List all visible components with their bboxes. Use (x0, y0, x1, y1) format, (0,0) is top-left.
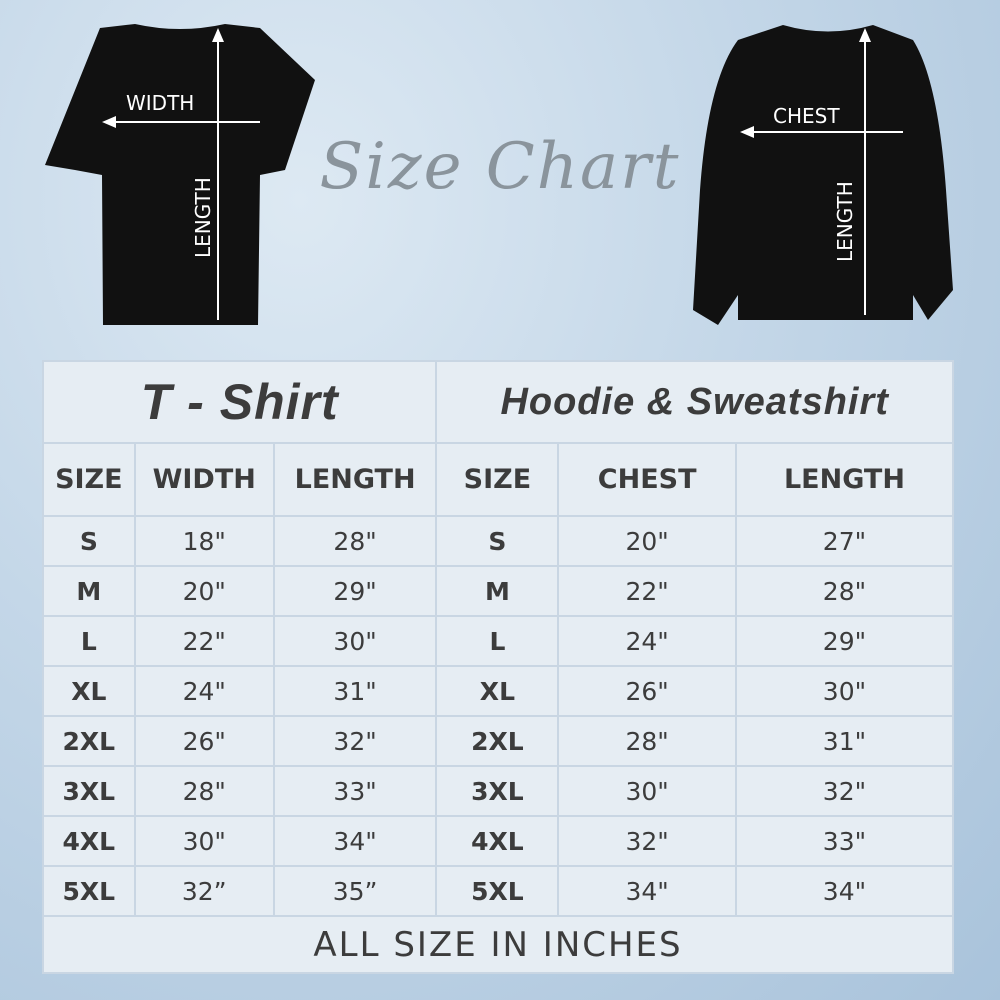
table-row: 4XL 30" 34" 4XL 32" 33" (44, 817, 952, 865)
value-cell: 34" (274, 817, 436, 865)
tshirt-title: T - Shirt (44, 362, 436, 442)
size-cell: XL (44, 667, 134, 715)
value-cell: 35” (274, 867, 436, 915)
value-cell: 20" (135, 567, 273, 615)
size-cell: M (437, 567, 558, 615)
value-cell: 33" (274, 767, 436, 815)
chest-label: CHEST (773, 104, 840, 128)
hoodie-title: Hoodie & Sweatshirt (437, 362, 952, 442)
value-cell: 28" (736, 567, 952, 615)
value-cell: 26" (559, 667, 735, 715)
value-cell: 24" (559, 617, 735, 665)
value-cell: 22" (559, 567, 735, 615)
width-label: WIDTH (126, 91, 194, 115)
length-label: LENGTH (833, 181, 857, 262)
value-cell: 32" (736, 767, 952, 815)
value-cell: 30" (135, 817, 273, 865)
value-cell: 30" (736, 667, 952, 715)
table-row: L 22" 30" L 24" 29" (44, 617, 952, 665)
size-cell: 5XL (437, 867, 558, 915)
value-cell: 28" (135, 767, 273, 815)
header-cell: LENGTH (736, 444, 952, 515)
value-cell: 32” (135, 867, 273, 915)
value-cell: 34" (559, 867, 735, 915)
size-cell: XL (437, 667, 558, 715)
table-row: 2XL 26" 32" 2XL 28" 31" (44, 717, 952, 765)
size-cell: 3XL (44, 767, 134, 815)
value-cell: 18" (135, 517, 273, 565)
size-cell: 2XL (437, 717, 558, 765)
column-headers: SIZE WIDTH LENGTH SIZE CHEST LENGTH (44, 444, 952, 515)
size-cell: M (44, 567, 134, 615)
value-cell: 30" (274, 617, 436, 665)
table-row: 3XL 28" 33" 3XL 30" 32" (44, 767, 952, 815)
size-cell: 2XL (44, 717, 134, 765)
size-cell: 4XL (44, 817, 134, 865)
value-cell: 31" (274, 667, 436, 715)
value-cell: 30" (559, 767, 735, 815)
length-label: LENGTH (191, 177, 215, 258)
value-cell: 33" (736, 817, 952, 865)
footer-note: ALL SIZE IN INCHES (44, 917, 952, 972)
size-cell: 5XL (44, 867, 134, 915)
value-cell: 20" (559, 517, 735, 565)
size-cell: L (44, 617, 134, 665)
header-cell: WIDTH (135, 444, 273, 515)
value-cell: 31" (736, 717, 952, 765)
value-cell: 28" (274, 517, 436, 565)
header-cell: SIZE (44, 444, 134, 515)
size-cell: S (437, 517, 558, 565)
value-cell: 26" (135, 717, 273, 765)
size-table: T - Shirt Hoodie & Sweatshirt SIZE WIDTH… (42, 360, 954, 974)
value-cell: 22" (135, 617, 273, 665)
header-cell: LENGTH (274, 444, 436, 515)
value-cell: 28" (559, 717, 735, 765)
size-cell: L (437, 617, 558, 665)
value-cell: 32" (274, 717, 436, 765)
header-cell: SIZE (437, 444, 558, 515)
tshirt-image: WIDTH LENGTH (45, 24, 315, 325)
header-cell: CHEST (559, 444, 735, 515)
size-cell: 3XL (437, 767, 558, 815)
size-chart-title: Size Chart (319, 130, 681, 204)
table-row: 5XL 32” 35” 5XL 34" 34" (44, 867, 952, 915)
size-cell: S (44, 517, 134, 565)
table-row: S 18" 28" S 20" 27" (44, 517, 952, 565)
table-row: M 20" 29" M 22" 28" (44, 567, 952, 615)
value-cell: 34" (736, 867, 952, 915)
value-cell: 32" (559, 817, 735, 865)
value-cell: 24" (135, 667, 273, 715)
size-cell: 4XL (437, 817, 558, 865)
value-cell: 29" (736, 617, 952, 665)
value-cell: 27" (736, 517, 952, 565)
sweatshirt-image: CHEST LENGTH (693, 25, 953, 325)
value-cell: 29" (274, 567, 436, 615)
table-row: XL 24" 31" XL 26" 30" (44, 667, 952, 715)
